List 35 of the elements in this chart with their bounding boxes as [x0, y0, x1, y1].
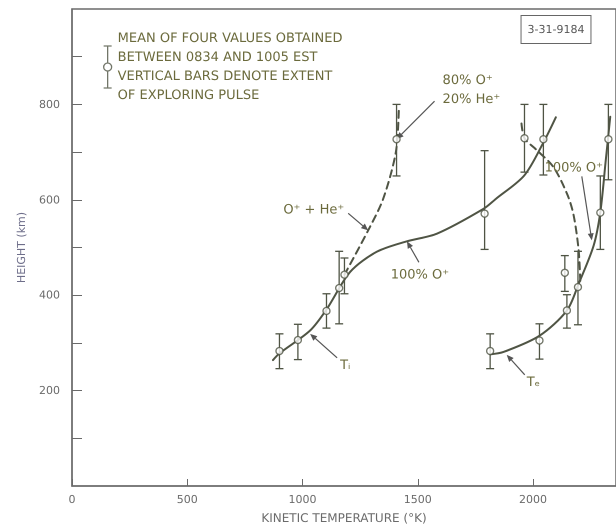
annotation: Tₑ [526, 374, 540, 390]
point [574, 282, 582, 292]
point [480, 209, 489, 218]
point [335, 284, 344, 292]
annotation: 80% O⁺ 20% He⁺ [442, 73, 500, 108]
x-tick-label: 1000 [288, 493, 317, 506]
y-axis-title: HEIGHT (km) [15, 212, 28, 284]
point [294, 336, 302, 344]
point [562, 306, 572, 315]
point [535, 336, 544, 345]
point [604, 135, 613, 144]
point [322, 306, 331, 316]
y-tick-label: 200 [39, 384, 60, 398]
point [392, 135, 401, 144]
y-tick-label: 400 [39, 288, 60, 302]
point [486, 346, 494, 356]
annotation: Tᵢ [339, 358, 350, 373]
x-axis-title: KINETIC TEMPERATURE (°K) [261, 511, 427, 525]
annotation: 100% O⁺ [390, 267, 450, 282]
annotation: 3-31-9184 [528, 23, 584, 36]
x-tick-label: 500 [176, 493, 198, 506]
point [560, 268, 569, 277]
annotation: 100% O⁺ [544, 160, 603, 176]
point [596, 208, 604, 217]
point [340, 270, 349, 279]
point [275, 346, 284, 356]
y-tick-label: 600 [39, 193, 60, 206]
annotation: O⁺ + He⁺ [283, 202, 344, 218]
point [520, 134, 529, 142]
legend-label: MEAN OF FOUR VALUES OBTAINED BETWEEN 0834 AND 1005 EST VERTICAL BARS DENOTE EXTENT OF EXPLORING PULSE [118, 31, 342, 103]
x-tick-label: 2000 [519, 493, 548, 506]
point [539, 135, 548, 144]
x-tick-label: 1500 [404, 493, 432, 506]
y-tick-label: 800 [39, 98, 60, 111]
x-tick-label: 0 [68, 493, 76, 506]
